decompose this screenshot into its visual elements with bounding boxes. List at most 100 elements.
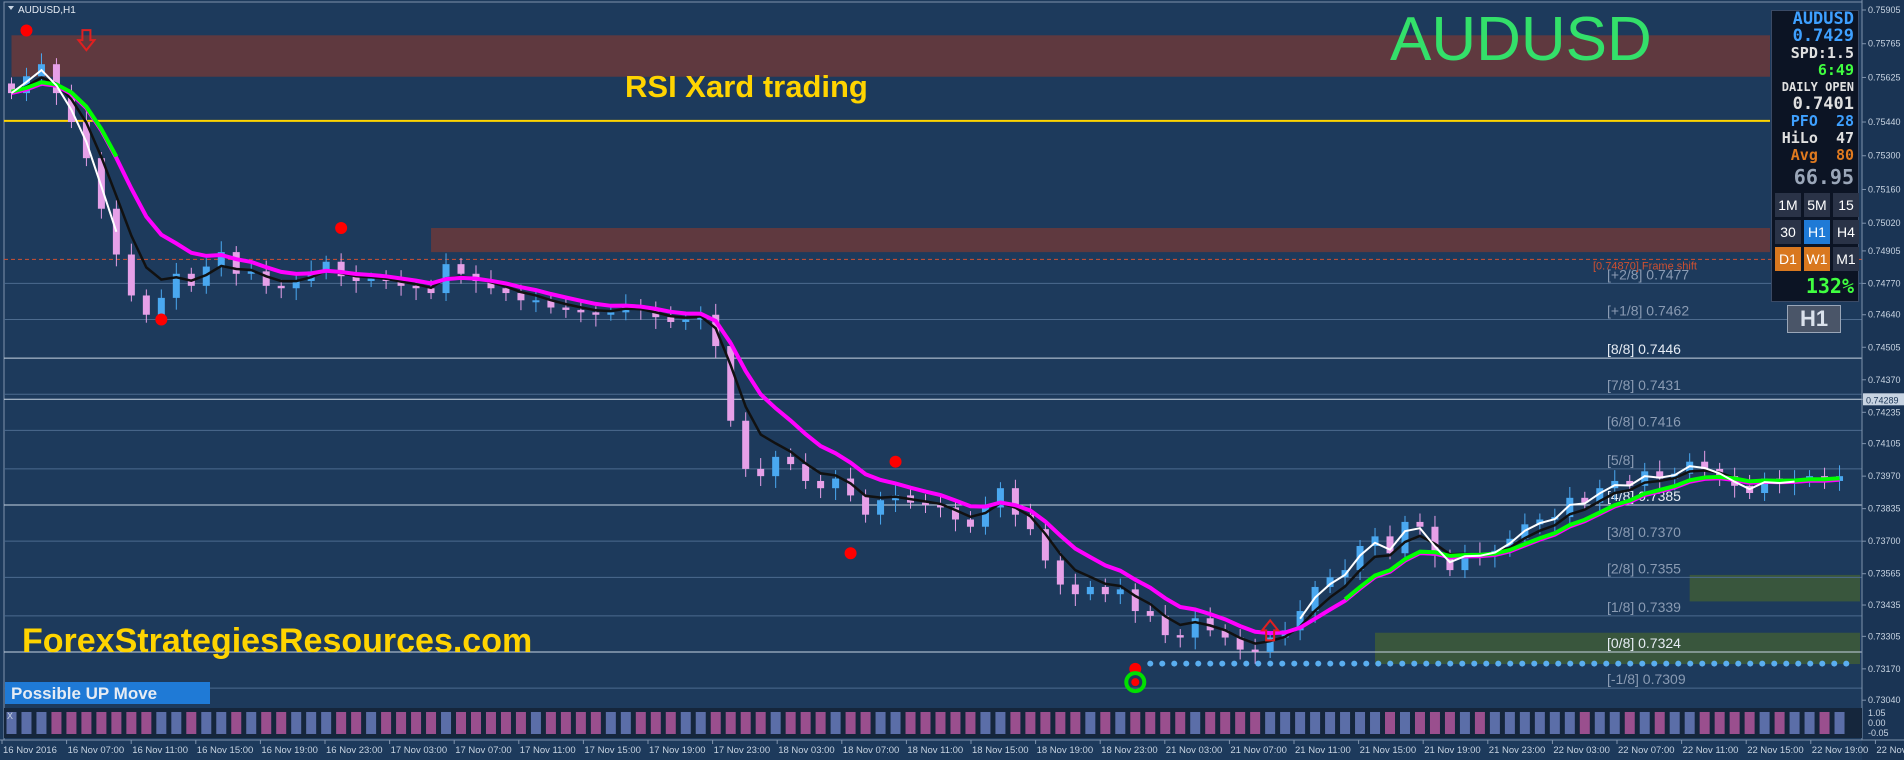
- time-tick-label: 22 Nov 07:00: [1618, 745, 1675, 756]
- time-tick-label: 18 Nov 07:00: [843, 745, 900, 756]
- indicator-bar: [1729, 712, 1740, 734]
- watermark-text: ForexStrategiesResources.com: [22, 622, 532, 660]
- candle-body: [1626, 480, 1634, 486]
- indicator-bar: [1190, 712, 1201, 734]
- indicator-bar: [1399, 712, 1410, 734]
- indicator-bar: [1789, 712, 1800, 734]
- heading-symbol: AUDUSD: [1390, 5, 1652, 74]
- panel-hilo: HiLo 47: [1772, 130, 1858, 147]
- candle-body: [217, 252, 225, 267]
- support-dot: [1807, 660, 1814, 667]
- time-tick-label: 16 Nov 07:00: [68, 745, 125, 756]
- timeframe-button-15[interactable]: 15: [1833, 193, 1859, 217]
- candle-body: [1641, 471, 1649, 486]
- indicator-bar: [1624, 712, 1635, 734]
- support-dot: [1327, 660, 1334, 667]
- panel-price: 0.7429: [1792, 26, 1854, 46]
- candle-body: [457, 264, 465, 274]
- indicator-bar: [171, 712, 182, 734]
- support-dot: [1147, 660, 1154, 667]
- current-price-tag-bg: [1863, 393, 1904, 406]
- indicator-bar: [665, 712, 676, 734]
- indicator-bar: [1355, 712, 1366, 734]
- candle-body: [1116, 589, 1124, 595]
- support-dot: [1699, 660, 1706, 667]
- timeframe-button-30[interactable]: 30: [1775, 220, 1801, 244]
- indicator-bar: [815, 712, 826, 734]
- support-dot: [1375, 660, 1382, 667]
- candle-body: [1221, 630, 1229, 638]
- signal-label: Possible UP Move: [11, 684, 157, 703]
- indicator-bar: [965, 712, 976, 734]
- indicator-bar: [1115, 712, 1126, 734]
- timeframe-button-5m[interactable]: 5M: [1804, 193, 1830, 217]
- time-tick-label: 21 Nov 03:00: [1166, 745, 1223, 756]
- candle-body: [757, 468, 765, 477]
- price-tick-label: 0.74770: [1868, 278, 1901, 288]
- support-dot: [1195, 660, 1202, 667]
- candle-body: [1101, 586, 1109, 595]
- candle-body: [1431, 526, 1439, 556]
- support-dot: [1351, 660, 1358, 667]
- support-dot: [1315, 660, 1322, 667]
- indicator-bar: [216, 712, 227, 734]
- indicator-bar: [1295, 712, 1306, 734]
- indicator-bar: [1774, 712, 1785, 734]
- time-tick-label: 16 Nov 15:00: [197, 745, 254, 756]
- candle-body: [1656, 471, 1664, 479]
- candle-body: [951, 507, 959, 520]
- timeframe-button-1m[interactable]: 1M: [1775, 193, 1801, 217]
- timeframe-button-d1[interactable]: D1: [1775, 247, 1801, 271]
- timeframe-button-h1[interactable]: H1: [1804, 220, 1830, 244]
- murrey-label: [3/8] 0.7370: [1607, 524, 1681, 540]
- candle-body: [1176, 635, 1184, 638]
- time-tick-label: 21 Nov 23:00: [1489, 745, 1546, 756]
- support-dot: [1159, 660, 1166, 667]
- indicator-bar: [1010, 712, 1021, 734]
- time-tick-label: 22 Nov 15:00: [1747, 745, 1804, 756]
- time-tick-label: 18 Nov 03:00: [778, 745, 835, 756]
- indicator-bar: [530, 712, 541, 734]
- indicator-bar: [755, 712, 766, 734]
- candle-body: [1131, 589, 1139, 612]
- indicator-bar: [620, 712, 631, 734]
- candle-body: [1701, 461, 1709, 469]
- support-dot: [1831, 660, 1838, 667]
- timeframe-button-w1[interactable]: W1: [1804, 247, 1830, 271]
- timeframe-button-h4[interactable]: H4: [1833, 220, 1859, 244]
- indicator-bar: [36, 712, 47, 734]
- price-tick-label: 0.74905: [1868, 246, 1901, 256]
- indicator-bar: [500, 712, 511, 734]
- indicator-bar: [441, 712, 452, 734]
- murrey-label: [5/8]: [1607, 452, 1634, 468]
- chart-symbol-title: AUDUSD,H1: [8, 5, 76, 16]
- indicator-bar: [111, 712, 122, 734]
- indicator-bar: [261, 712, 272, 734]
- indicator-bar: [96, 712, 107, 734]
- indicator-bar: [1759, 712, 1770, 734]
- indicator-bar: [1549, 712, 1560, 734]
- candle-body: [562, 307, 570, 310]
- time-tick-label: 21 Nov 07:00: [1230, 745, 1287, 756]
- time-tick-label: 16 Nov 11:00: [132, 745, 188, 756]
- indicator-bar: [411, 712, 422, 734]
- candle-body: [742, 420, 750, 469]
- murrey-label: [0/8] 0.7324: [1607, 635, 1681, 651]
- info-panel: AUDUSD 0.7429 SPD:1.5 6:49 DAILY OPEN 0.…: [1771, 10, 1859, 302]
- indicator-bar: [1175, 712, 1186, 734]
- support-dot: [1423, 660, 1430, 667]
- indicator-bar: [231, 712, 242, 734]
- indicator-bar: [366, 712, 377, 734]
- candle-body: [1671, 473, 1679, 479]
- timeframe-button-m1[interactable]: M1: [1833, 247, 1859, 271]
- indicator-label: X: [7, 711, 13, 721]
- timeframe-badge: H1: [1787, 305, 1841, 333]
- support-dot: [1747, 660, 1754, 667]
- hilo-label: HiLo: [1781, 129, 1818, 147]
- indicator-bar: [1834, 712, 1845, 734]
- candle-body: [1596, 488, 1604, 503]
- time-tick-label: 17 Nov 11:00: [520, 745, 576, 756]
- support-dot: [1183, 660, 1190, 667]
- heading-title: RSI Xard trading: [625, 69, 868, 104]
